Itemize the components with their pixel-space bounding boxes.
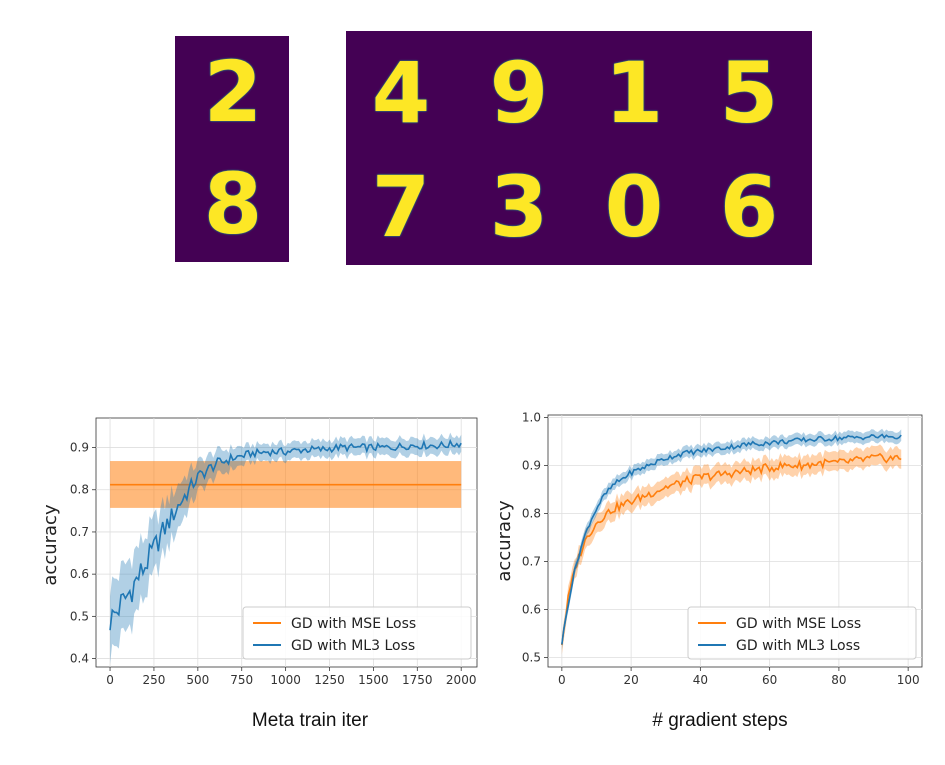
- y-tick-label: 0.5: [522, 650, 541, 664]
- legend-box: [242, 606, 472, 660]
- chart2-caption: # gradient steps: [652, 710, 788, 731]
- x-tick-label: 0: [106, 673, 114, 687]
- x-tick-label: 80: [831, 673, 846, 687]
- mean-line: [561, 433, 902, 645]
- legend-entry: GD with MSE Loss: [291, 616, 416, 632]
- confidence-band: [110, 432, 462, 664]
- x-tick-label: 60: [762, 673, 777, 687]
- support-digits-panel: 2 8: [175, 36, 289, 262]
- chart-2: 0 20 40 60 80 100 0.5 0.6 0.7 0.8 0.9 1.0 accuracy GD…: [494, 410, 923, 687]
- series-gd-with-ml3-loss: [561, 428, 902, 651]
- x-tick-label: 1250: [314, 673, 345, 687]
- query-digit: 7: [371, 158, 431, 256]
- y-tick-label: 1.0: [522, 410, 541, 424]
- y-tick-label: 0.9: [522, 458, 541, 472]
- x-tick-label: 40: [693, 673, 708, 687]
- query-digit: 1: [604, 44, 664, 142]
- legend-entry: GD with ML3 Loss: [736, 638, 860, 654]
- chart-1: 0 250 500 750 1000 1250 1500 1750 2000 0.4 0.5 0.6 0…: [40, 417, 478, 687]
- query-digit: 9: [489, 44, 549, 142]
- series-gd-with-mse-loss: [561, 444, 902, 655]
- query-digit: 4: [371, 44, 431, 142]
- x-tick-label: 1000: [270, 673, 301, 687]
- x-tick-label: 750: [230, 673, 253, 687]
- x-tick-label: 2000: [446, 673, 477, 687]
- legend-box: [687, 606, 917, 660]
- series-gd-with-ml3-loss: [109, 432, 462, 664]
- y-tick-label: 0.6: [522, 602, 541, 616]
- y-tick-label: 0.7: [522, 554, 541, 568]
- legend: GD with MSE Loss GD with ML3 Loss: [242, 606, 472, 660]
- x-tick-label: 20: [623, 673, 638, 687]
- query-digit: 3: [489, 158, 549, 256]
- y-tick-label: 0.5: [70, 609, 89, 623]
- series-gd-with-mse-loss: [110, 461, 462, 508]
- query-digits-panel: 4 9 1 5 7 3 0 6: [346, 31, 812, 265]
- y-tick-label: 0.9: [70, 441, 89, 455]
- mean-line: [561, 452, 902, 646]
- query-digit: 0: [604, 158, 664, 256]
- x-tick-label: 100: [897, 673, 920, 687]
- y-tick-label: 0.6: [70, 567, 89, 581]
- query-digit: 6: [719, 158, 779, 256]
- support-digit: 8: [203, 155, 263, 253]
- query-digit: 5: [719, 44, 779, 142]
- y-tick-label: 0.8: [522, 506, 541, 520]
- mean-line: [109, 438, 462, 631]
- y-axis-label: accuracy: [40, 504, 61, 586]
- legend-entry: GD with ML3 Loss: [291, 638, 415, 654]
- y-tick-label: 0.8: [70, 483, 89, 497]
- y-axis-label: accuracy: [494, 500, 515, 582]
- x-tick-label: 500: [186, 673, 209, 687]
- chart1-caption: Meta train iter: [251, 710, 369, 731]
- legend: GD with MSE Loss GD with ML3 Loss: [687, 606, 917, 660]
- y-tick-label: 0.7: [70, 525, 89, 539]
- x-tick-label: 1750: [402, 673, 433, 687]
- legend-entry: GD with MSE Loss: [736, 616, 861, 632]
- y-tick-label: 0.4: [70, 652, 89, 666]
- x-tick-label: 0: [558, 673, 566, 687]
- support-digit: 2: [203, 43, 263, 141]
- x-tick-label: 250: [142, 673, 165, 687]
- x-tick-label: 1500: [358, 673, 389, 687]
